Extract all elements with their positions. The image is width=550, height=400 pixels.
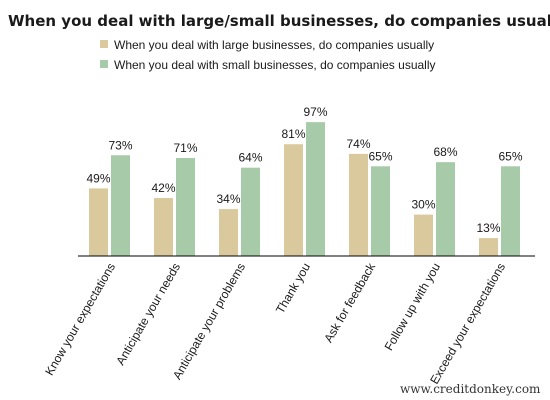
bar-large-5: [349, 153, 368, 256]
data-label-small-6: 68%: [433, 145, 457, 159]
bar-large-6: [414, 214, 433, 256]
category-label-1: Know your expectations: [42, 261, 118, 378]
category-label-2: Anticipate your needs: [113, 261, 183, 368]
data-labels: 49%73%42%71%34%64%81%97%74%65%30%68%13%6…: [86, 105, 522, 235]
data-label-small-5: 65%: [368, 149, 392, 163]
bar-small-2: [176, 158, 195, 256]
category-label-6: Follow up with you: [382, 261, 443, 353]
website-footer: www.creditdonkey.com: [400, 382, 541, 396]
data-label-small-1: 73%: [108, 138, 132, 152]
data-label-large-1: 49%: [86, 171, 110, 185]
data-label-small-4: 97%: [303, 105, 327, 119]
category-label-5: Ask for feedback: [321, 260, 378, 345]
data-label-small-3: 64%: [238, 151, 262, 165]
legend-swatch-large: [100, 40, 108, 48]
data-label-small-2: 71%: [173, 141, 197, 155]
data-label-large-3: 34%: [216, 192, 240, 206]
data-label-large-4: 81%: [281, 127, 305, 141]
bar-small-6: [436, 162, 455, 256]
data-label-large-2: 42%: [151, 181, 175, 195]
data-label-small-7: 65%: [498, 149, 522, 163]
data-label-large-5: 74%: [346, 137, 370, 151]
bar-small-7: [501, 166, 520, 256]
bar-small-4: [306, 122, 325, 256]
bars: [89, 122, 520, 256]
bar-large-7: [479, 238, 498, 256]
bar-small-3: [241, 167, 260, 256]
bar-small-1: [111, 155, 130, 256]
category-label-7: Exceed your expectations: [427, 261, 508, 387]
legend: When you deal with large businesses, do …: [100, 38, 436, 72]
category-label-3: Anticipate your problems: [170, 261, 248, 382]
bar-large-2: [154, 198, 173, 256]
data-label-large-6: 30%: [411, 198, 435, 212]
legend-swatch-small: [100, 60, 108, 68]
chart-title: When you deal with large/small businesse…: [8, 12, 550, 30]
legend-label-large: When you deal with large businesses, do …: [114, 38, 434, 52]
bar-large-4: [284, 144, 303, 256]
bar-small-5: [371, 166, 390, 256]
legend-label-small: When you deal with small businesses, do …: [114, 58, 436, 72]
bar-large-3: [219, 209, 238, 256]
category-label-4: Thank you: [273, 261, 313, 317]
data-label-large-7: 13%: [476, 221, 500, 235]
bar-large-1: [89, 188, 108, 256]
